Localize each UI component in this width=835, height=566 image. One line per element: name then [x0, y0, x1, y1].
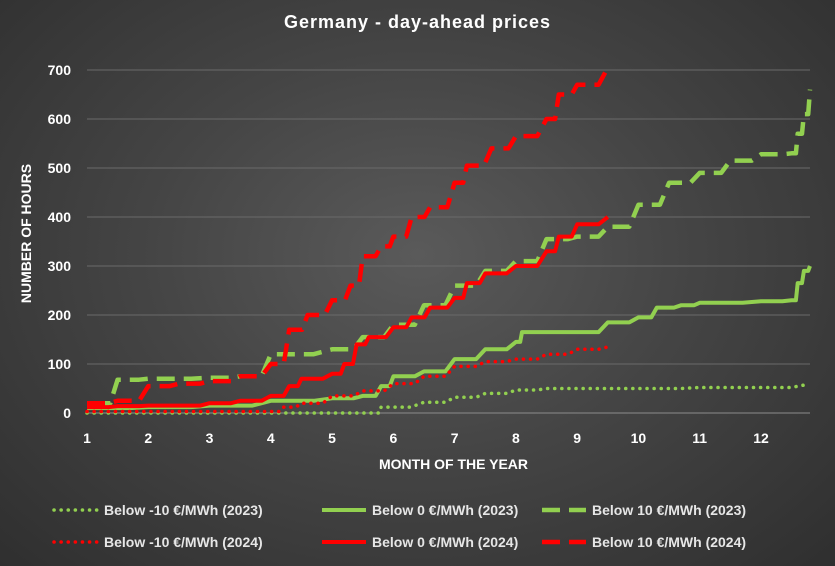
- legend-swatch: [542, 507, 586, 513]
- chart-title: Germany - day-ahead prices: [283, 12, 552, 32]
- y-tick-label: 600: [48, 111, 72, 127]
- legend-label: Below 0 €/MWh (2023): [372, 502, 519, 518]
- legend-item: Below -10 €/MWh (2023): [52, 498, 263, 522]
- series-line-2: [93, 89, 813, 406]
- legend-swatch: [52, 540, 100, 544]
- legend-item: Below 0 €/MWh (2023): [320, 498, 518, 522]
- x-tick-label: 9: [573, 430, 581, 446]
- legend-label: Below 0 €/MWh (2024): [372, 534, 519, 550]
- series-line-4: [87, 215, 610, 410]
- series-line-1: [87, 265, 812, 411]
- y-tick-label: 300: [48, 258, 72, 274]
- series-line-0: [85, 383, 806, 415]
- legend-swatch: [322, 540, 366, 544]
- legend-label: Below 10 €/MWh (2024): [592, 534, 747, 550]
- series-line-5: [87, 66, 610, 406]
- y-tick-label: 0: [63, 405, 71, 421]
- x-tick-label: 3: [206, 430, 214, 446]
- y-tick-label: 700: [48, 62, 72, 78]
- y-tick-label: 100: [48, 356, 72, 372]
- legend-item: Below 10 €/MWh (2023): [540, 498, 746, 522]
- legend-item: Below -10 €/MWh (2024): [52, 530, 263, 554]
- legend-label: Below 10 €/MWh (2023): [592, 502, 747, 518]
- x-tick-label: 6: [389, 430, 397, 446]
- legend: Below -10 €/MWh (2023) Below 0 €/MWh (202…: [0, 498, 835, 562]
- x-tick-label: 12: [753, 430, 769, 446]
- legend-swatch: [322, 508, 366, 512]
- legend-swatch: [542, 539, 586, 545]
- x-tick-label: 11: [692, 430, 707, 446]
- x-tick-label: 2: [144, 430, 152, 446]
- legend-item: Below 10 €/MWh (2024): [540, 530, 746, 554]
- x-tick-label: 7: [451, 430, 459, 446]
- legend-label: Below -10 €/MWh (2023): [104, 502, 263, 518]
- series-line-3: [85, 345, 610, 414]
- legend-item: Below 0 €/MWh (2024): [320, 530, 518, 554]
- y-axis-label: NUMBER OF HOURS: [18, 164, 34, 303]
- x-tick-label: 1: [83, 430, 91, 446]
- x-tick-label: 10: [631, 430, 647, 446]
- x-tick-label: 5: [328, 430, 336, 446]
- y-tick-label: 500: [48, 160, 72, 176]
- legend-swatch: [52, 508, 100, 512]
- x-tick-label: 4: [267, 430, 275, 446]
- x-tick-label: 8: [512, 430, 520, 446]
- y-tick-label: 400: [48, 209, 72, 225]
- y-tick-label: 200: [48, 307, 72, 323]
- x-axis-label: MONTH OF THE YEAR: [379, 456, 528, 472]
- legend-label: Below -10 €/MWh (2024): [104, 534, 263, 550]
